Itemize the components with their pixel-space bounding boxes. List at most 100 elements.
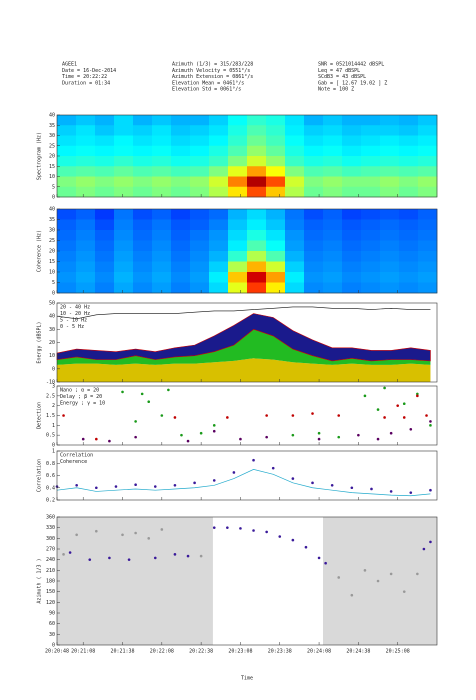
heat-cell: [209, 272, 229, 283]
heat-cell: [114, 115, 134, 126]
heat-cell: [171, 156, 191, 167]
y-tick-label: 270: [46, 547, 55, 553]
point: [265, 530, 268, 534]
point: [357, 433, 360, 437]
x-tick-label: 20:21:38: [110, 649, 134, 655]
x-tick-label: 20:23:38: [268, 649, 292, 655]
heat-cell: [209, 156, 229, 167]
heat-cell: [190, 209, 210, 220]
heat-cell: [399, 145, 419, 157]
heat-cell: [76, 156, 96, 167]
heat-cell: [323, 230, 343, 241]
heat-cell: [228, 230, 248, 241]
y-axis-label: Correlation: [37, 459, 43, 492]
point: [304, 545, 308, 549]
y-tick-label: 35: [49, 217, 55, 223]
heat-cell: [228, 166, 248, 177]
heat-cell: [152, 209, 172, 220]
heat-cell: [228, 209, 248, 220]
point: [383, 416, 386, 419]
point: [291, 538, 295, 542]
heat-cell: [304, 272, 324, 283]
heat-cell: [342, 166, 362, 177]
point: [402, 402, 406, 406]
heat-cell: [418, 251, 438, 262]
heat-cell: [380, 240, 400, 252]
heat-cell: [209, 251, 229, 262]
heat-cell: [323, 166, 343, 177]
heat-cell: [171, 251, 191, 262]
heat-cell: [152, 219, 172, 231]
header-line: Leq = 47 dBSPL: [318, 68, 360, 74]
point: [422, 547, 426, 551]
heat-cell: [190, 230, 210, 241]
point: [350, 486, 354, 490]
x-tick-label: 20:20:48: [45, 649, 69, 655]
point: [134, 531, 137, 535]
heat-cell: [114, 186, 134, 198]
heat-cell: [152, 125, 172, 136]
heat-cell: [133, 176, 153, 188]
heat-cell: [361, 272, 381, 283]
heat-cell: [57, 166, 77, 177]
heat-cell: [342, 156, 362, 167]
point: [429, 488, 432, 492]
heat-cell: [133, 282, 153, 294]
heat-cell: [76, 272, 96, 283]
point: [147, 537, 151, 540]
y-tick-label: 0: [52, 366, 55, 372]
heat-cell: [228, 145, 248, 157]
point: [95, 486, 98, 490]
heat-cell: [171, 240, 191, 252]
frame: [56, 450, 438, 501]
point: [75, 484, 78, 487]
heat-cell: [266, 272, 286, 283]
heat-cell: [171, 282, 191, 294]
heat-cell: [361, 240, 381, 252]
heat-cell: [247, 115, 267, 126]
heat-cell: [76, 251, 96, 262]
heat-cell: [76, 176, 96, 188]
heat-cell: [380, 209, 400, 220]
y-tick-label: 30: [49, 632, 55, 638]
heat-cell: [57, 156, 77, 167]
y-tick-label: 0.2: [46, 498, 55, 504]
heat-cell: [399, 219, 419, 231]
heat-cell: [57, 135, 77, 147]
point: [134, 420, 137, 423]
point: [389, 572, 393, 576]
line: [56, 469, 431, 497]
heat-cell: [114, 230, 134, 241]
heat-cell: [323, 240, 343, 252]
heat-cell: [399, 272, 419, 283]
y-tick-label: 0: [52, 195, 55, 201]
heat-cell: [266, 145, 286, 157]
legend-label: Energy ; γ = 10: [60, 401, 105, 407]
point: [127, 558, 131, 561]
header-line: Azimuth Velocity = 0551°/s: [172, 68, 250, 74]
heat-cell: [285, 115, 305, 126]
point: [425, 414, 428, 417]
heat-cell: [304, 186, 324, 198]
heat-cell: [304, 230, 324, 241]
heat-cell: [247, 156, 267, 167]
heat-cell: [418, 230, 438, 241]
heat-cell: [342, 115, 362, 126]
point: [350, 593, 354, 597]
heat-cell: [418, 282, 438, 294]
heat-cell: [399, 156, 419, 167]
heat-cell: [133, 251, 153, 262]
heat-cell: [133, 125, 153, 136]
heat-cell: [190, 166, 210, 177]
heat-cell: [133, 135, 153, 147]
x-tick-label: 20:23:08: [228, 649, 252, 655]
heat-cell: [361, 145, 381, 157]
heat-cell: [304, 282, 324, 294]
heat-cell: [323, 251, 343, 262]
legend-label: 5 - 10 Hz: [60, 318, 87, 324]
heat-cell: [228, 261, 248, 273]
heat-cell: [171, 272, 191, 283]
heat-cell: [209, 186, 229, 198]
heat-cell: [190, 125, 210, 136]
heat-cell: [190, 282, 210, 294]
